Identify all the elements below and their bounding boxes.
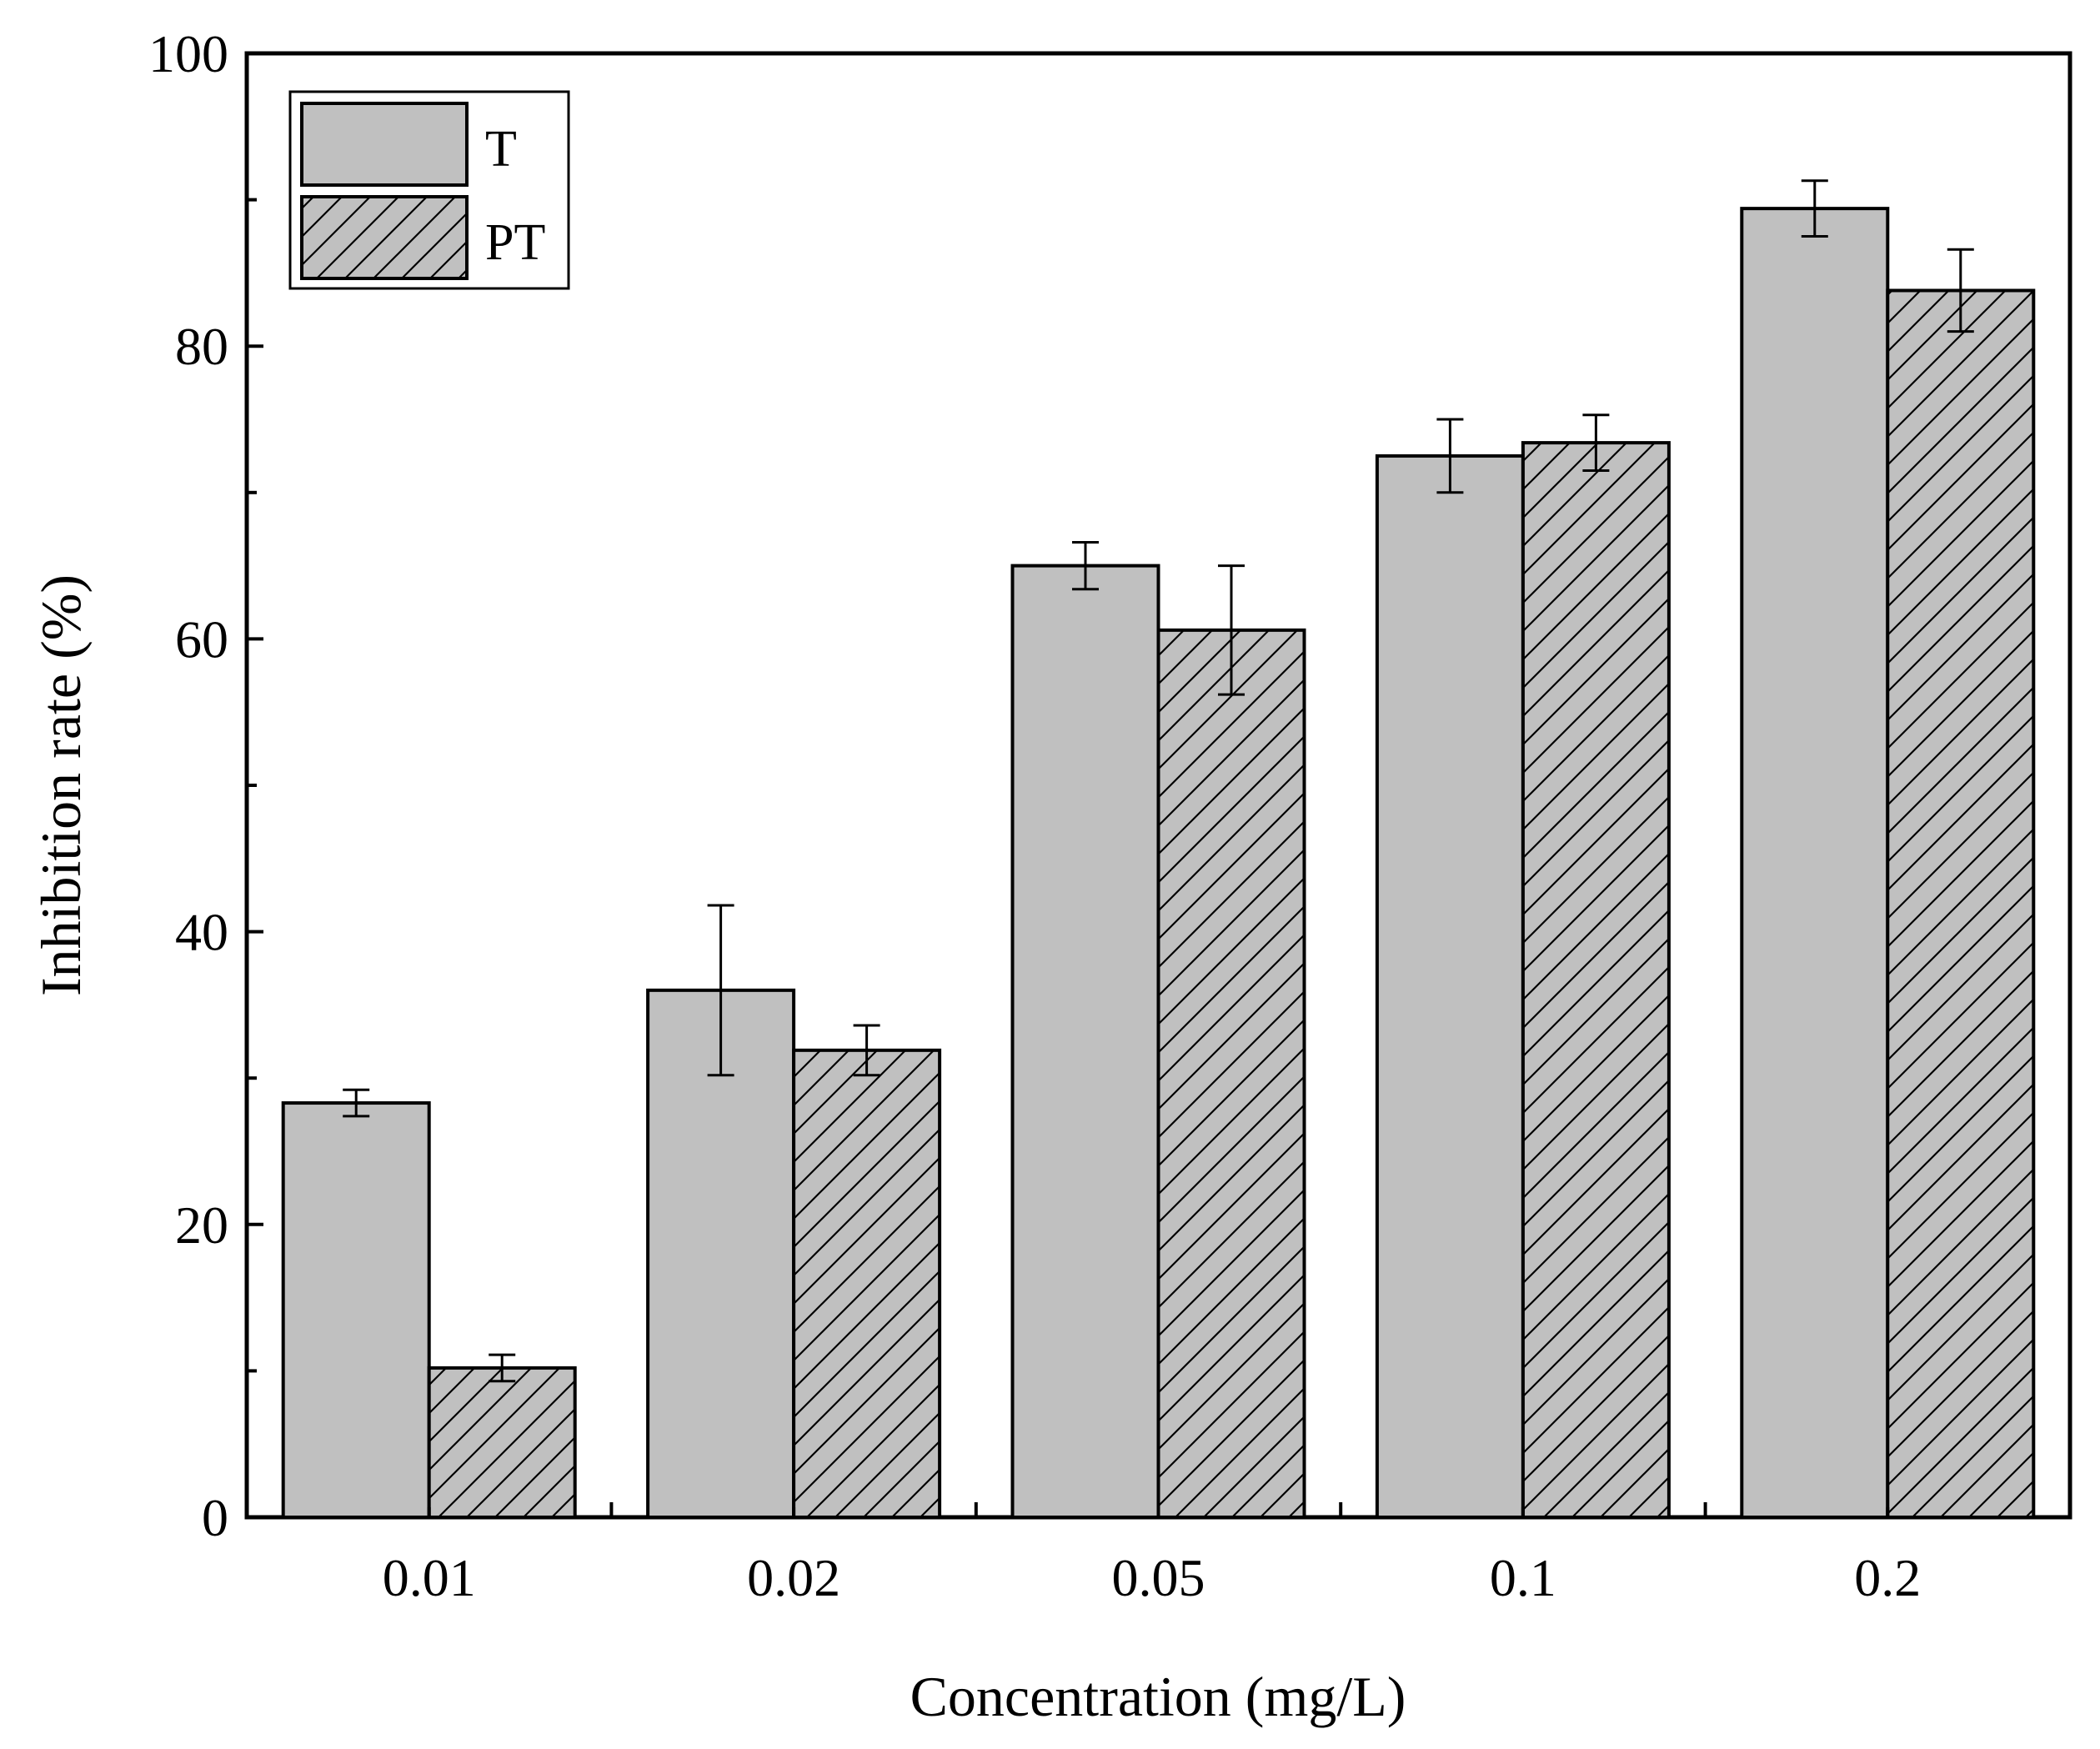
- bars-layer: [281, 207, 2036, 1520]
- legend: T PT: [288, 90, 570, 290]
- y-tick-label: 20: [175, 1195, 228, 1255]
- x-tick-label: 0.1: [1490, 1548, 1556, 1607]
- legend-swatch-t: [300, 102, 469, 187]
- legend-swatch-pt: [300, 195, 469, 280]
- error-bar-t-0.2: [1801, 179, 1828, 238]
- y-tick-label: 100: [148, 24, 228, 83]
- x-tick-label: 0.02: [747, 1548, 840, 1607]
- y-tick-label: 40: [175, 903, 228, 962]
- bar-t-0.1: [1375, 454, 1525, 1519]
- error-bar-t-0.02: [707, 904, 734, 1077]
- y-axis: 0 20 40 60 80 100: [148, 24, 263, 1547]
- bar-pt-0.02: [792, 1048, 942, 1520]
- bar-pt-0.2: [1886, 288, 2036, 1519]
- bar-t-0.01: [281, 1101, 431, 1519]
- bar-t-0.2: [1740, 207, 1890, 1520]
- x-tick-label: 0.01: [383, 1548, 476, 1607]
- y-tick-label: 80: [175, 317, 228, 376]
- error-bar-pt-0.05: [1218, 564, 1245, 696]
- bar-pt-0.1: [1521, 441, 1671, 1520]
- x-tick-label: 0.05: [1112, 1548, 1205, 1607]
- legend-label-pt: PT: [485, 214, 545, 271]
- legend-label-t: T: [485, 121, 517, 178]
- x-axis: 0.01 0.02 0.05 0.1 0.2: [383, 1502, 1921, 1607]
- x-tick-label: 0.2: [1854, 1548, 1921, 1607]
- bar-pt-0.01: [427, 1366, 577, 1519]
- bar-t-0.05: [1010, 564, 1160, 1519]
- error-bar-t-0.01: [343, 1088, 370, 1118]
- error-bars-layer: [343, 179, 1974, 1383]
- y-axis-title: Inhibition rate (%): [29, 574, 93, 996]
- bar-pt-0.05: [1156, 628, 1306, 1519]
- x-axis-title: Concentration (mg/L): [910, 1665, 1406, 1728]
- y-tick-label: 0: [202, 1488, 228, 1547]
- y-tick-label: 60: [175, 609, 228, 669]
- error-bar-pt-0.1: [1582, 413, 1610, 472]
- error-bar-pt-0.01: [489, 1353, 516, 1383]
- error-bar-pt-0.2: [1947, 248, 1974, 333]
- error-bar-t-0.1: [1436, 418, 1464, 494]
- error-bar-t-0.05: [1072, 541, 1099, 591]
- error-bar-pt-0.02: [853, 1024, 880, 1077]
